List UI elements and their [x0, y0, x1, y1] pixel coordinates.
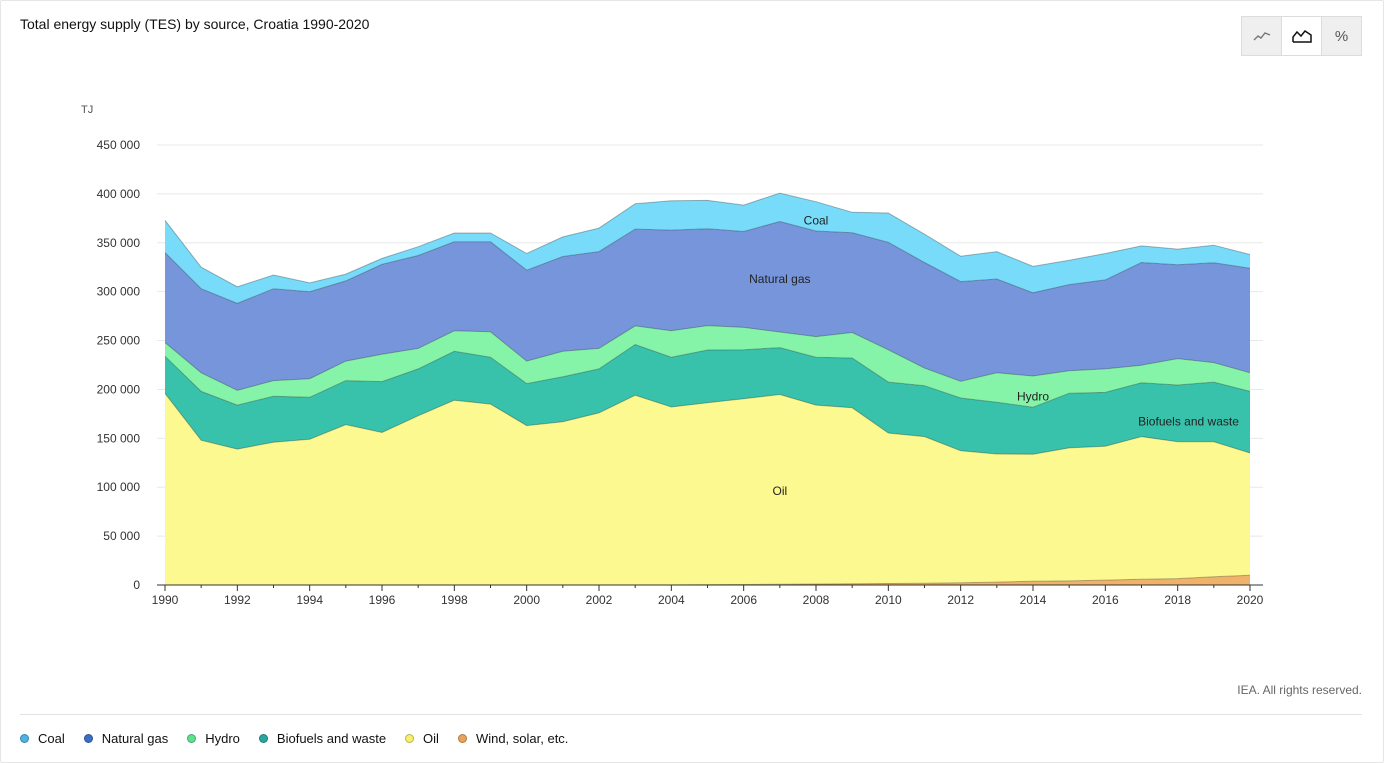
- percent-view-button[interactable]: %: [1321, 17, 1361, 55]
- x-tick-label: 1994: [296, 593, 323, 607]
- chart-title: Total energy supply (TES) by source, Cro…: [20, 16, 370, 32]
- legend-item-natural-gas[interactable]: Natural gas: [83, 731, 169, 746]
- view-toggle: %: [1241, 16, 1362, 56]
- legend: Coal Natural gas Hydro Biofuels and wast…: [20, 731, 587, 746]
- x-tick-label: 2014: [1020, 593, 1047, 607]
- legend-swatch: [258, 734, 268, 743]
- series-line-hydro: [164, 325, 1251, 391]
- y-tick-label: 50 000: [103, 529, 140, 543]
- x-tick-label: 1998: [441, 593, 468, 607]
- line-view-button[interactable]: [1242, 17, 1281, 55]
- area-view-button[interactable]: [1281, 17, 1321, 55]
- y-axis-unit-label: TJ: [81, 104, 93, 116]
- y-tick-label: 200 000: [97, 382, 141, 396]
- x-tick-label: 1992: [224, 593, 251, 607]
- legend-swatch: [83, 734, 93, 743]
- x-tick-label: 2002: [586, 593, 613, 607]
- series-line-natural-gas: [164, 220, 1251, 304]
- y-tick-label: 0: [133, 578, 140, 592]
- line-chart-icon: [1253, 32, 1270, 41]
- series-label-biofuels-and-waste: Biofuels and waste: [1138, 415, 1239, 429]
- area-oil: [165, 393, 1250, 585]
- y-tick-label: 100 000: [97, 480, 141, 494]
- series-line-coal: [164, 192, 1251, 288]
- area-biofuels-and-waste: [165, 344, 1250, 455]
- legend-label: Coal: [38, 731, 65, 746]
- x-tick-label: 2020: [1237, 593, 1264, 607]
- legend-item-oil[interactable]: Oil: [405, 731, 439, 746]
- percent-label: %: [1334, 27, 1349, 45]
- y-tick-label: 350 000: [97, 236, 141, 250]
- legend-swatch: [187, 734, 197, 743]
- credit-text: IEA. All rights reserved.: [1237, 683, 1362, 697]
- legend-label: Oil: [423, 731, 439, 746]
- x-tick-label: 2016: [1092, 593, 1119, 607]
- series-label-hydro: Hydro: [1017, 389, 1049, 403]
- x-tick-label: 1996: [369, 593, 396, 607]
- legend-item-wind-solar[interactable]: Wind, solar, etc.: [457, 731, 569, 746]
- y-tick-label: 400 000: [97, 187, 141, 201]
- legend-label: Biofuels and waste: [276, 731, 387, 746]
- legend-divider: [20, 714, 1362, 715]
- x-tick-label: 2012: [947, 593, 974, 607]
- x-tick-label: 2000: [513, 593, 540, 607]
- y-tick-label: 300 000: [97, 285, 141, 299]
- series-label-natural-gas: Natural gas: [749, 272, 810, 286]
- series-line-biofuels-and-waste: [164, 343, 1251, 408]
- x-tick-label: 1990: [152, 593, 179, 607]
- legend-swatch: [405, 734, 415, 743]
- area-hydro: [165, 325, 1250, 408]
- area-coal: [165, 193, 1250, 304]
- legend-label: Hydro: [205, 731, 240, 746]
- area-natural-gas: [165, 221, 1250, 391]
- y-tick-label: 250 000: [97, 334, 141, 348]
- area-chart-icon: [1291, 29, 1312, 43]
- legend-item-hydro[interactable]: Hydro: [187, 731, 240, 746]
- legend-swatch: [457, 734, 467, 743]
- legend-item-biofuels-and-waste[interactable]: Biofuels and waste: [258, 731, 387, 746]
- legend-item-coal[interactable]: Coal: [20, 731, 65, 746]
- x-tick-label: 2008: [803, 593, 830, 607]
- series-label-oil: Oil: [772, 484, 787, 498]
- area-wind-solar-etc: [165, 575, 1250, 585]
- y-tick-label: 450 000: [97, 138, 141, 152]
- x-tick-label: 2010: [875, 593, 902, 607]
- series-line-oil: [164, 393, 1251, 455]
- series-label-coal: Coal: [804, 213, 829, 227]
- y-tick-label: 150 000: [97, 431, 141, 445]
- area-chart: TJ 0 50 000 100 000 150 000 200 000 250 000 300…: [81, 104, 1264, 607]
- legend-label: Natural gas: [101, 731, 169, 746]
- x-tick-label: 2018: [1164, 593, 1191, 607]
- x-tick-label: 2006: [730, 593, 757, 607]
- legend-swatch: [20, 734, 29, 743]
- legend-label: Wind, solar, etc.: [475, 731, 569, 746]
- x-tick-label: 2004: [658, 593, 685, 607]
